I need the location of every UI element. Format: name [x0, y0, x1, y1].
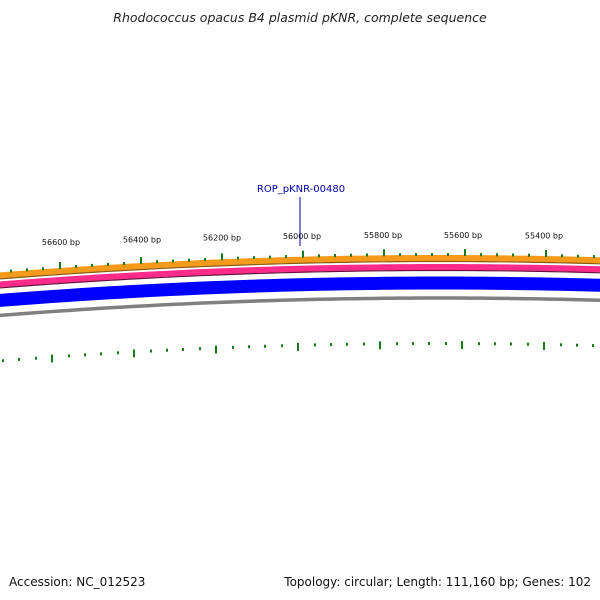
position-label: 55600 bp: [444, 231, 482, 240]
position-ticks: [2, 249, 595, 363]
orange-track-edge: [0, 260, 600, 280]
gray-track: [0, 296, 600, 318]
position-label: 56400 bp: [123, 235, 161, 244]
accession-label: Accession: NC_012523: [9, 575, 146, 589]
pink-track: [0, 263, 600, 288]
map-title: Rhodococcus opacus B4 plasmid pKNR, comp…: [113, 10, 487, 25]
position-label: 55400 bp: [525, 232, 563, 241]
gene-annotation[interactable]: ROP_pKNR-00480: [257, 184, 345, 246]
feature-tracks: [0, 254, 600, 318]
topology-summary: Topology: circular; Length: 111,160 bp; …: [284, 575, 591, 589]
position-labels: 56600 bp 56400 bp 56200 bp 56000 bp 55800 bp…: [42, 231, 563, 247]
blue-track: [0, 276, 600, 307]
position-label: 55800 bp: [364, 231, 402, 240]
pink-track-edge: [0, 269, 600, 289]
orange-track: [0, 254, 600, 279]
position-label: 56600 bp: [42, 238, 80, 247]
gene-label[interactable]: ROP_pKNR-00480: [257, 184, 345, 195]
position-label: 56200 bp: [203, 233, 241, 242]
position-label: 56000 bp: [283, 232, 321, 241]
